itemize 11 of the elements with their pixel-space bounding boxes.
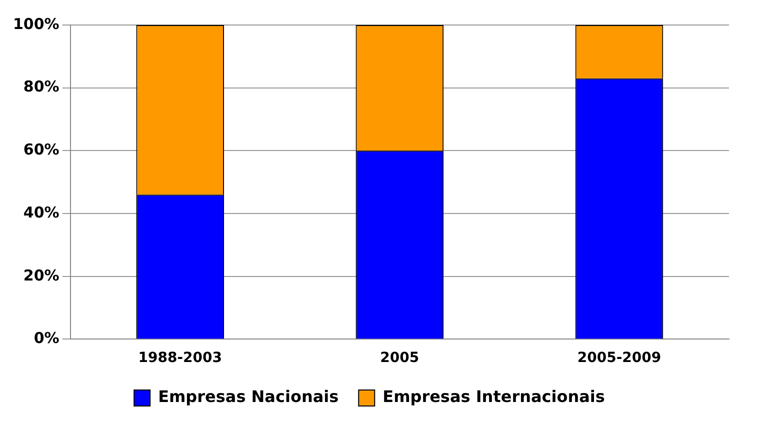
y-tick-label: 80% xyxy=(23,78,60,96)
y-tick-label: 20% xyxy=(23,266,60,284)
x-tick-label: 2005-2009 xyxy=(577,350,662,366)
y-tick-label: 0% xyxy=(34,329,60,348)
y-tick-label: 40% xyxy=(23,203,60,222)
y-tick-label: 60% xyxy=(23,140,60,159)
x-tick-label: 1988-2003 xyxy=(138,350,222,366)
legend-label: Empresas Nacionais xyxy=(158,387,339,406)
y-tick-label: 100% xyxy=(12,14,60,33)
x-tick-label: 2005 xyxy=(380,350,420,366)
legend-label: Empresas Internacionais xyxy=(382,387,605,406)
